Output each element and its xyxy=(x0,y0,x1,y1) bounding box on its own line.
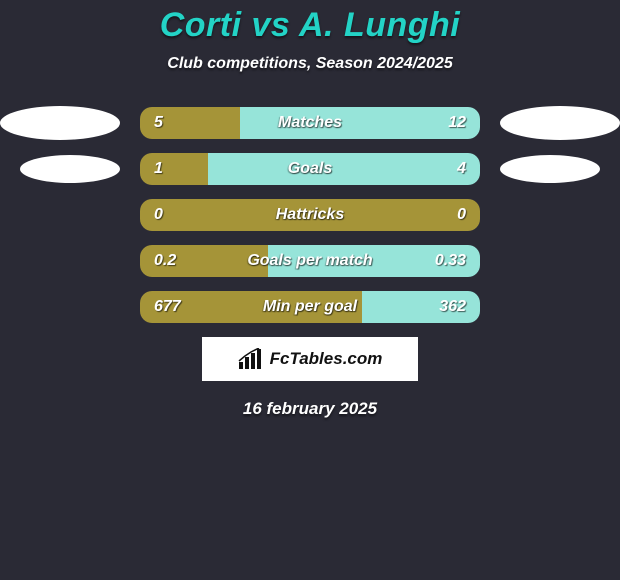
player-left-ellipse xyxy=(0,106,120,140)
brand-text: FcTables.com xyxy=(270,349,383,369)
stat-row: 00Hattricks xyxy=(0,199,620,231)
spacer xyxy=(0,307,120,308)
spacer xyxy=(0,261,120,262)
date-text: 16 february 2025 xyxy=(0,399,620,419)
comparison-infographic: Corti vs A. Lunghi Club competitions, Se… xyxy=(0,0,620,580)
brand-box: FcTables.com xyxy=(202,337,418,381)
stat-row: 512Matches xyxy=(0,107,620,139)
stat-bar: 512Matches xyxy=(140,107,480,139)
stat-label: Goals per match xyxy=(140,245,480,277)
stat-row: 677362Min per goal xyxy=(0,291,620,323)
player-left-ellipse xyxy=(20,155,120,183)
stat-label: Min per goal xyxy=(140,291,480,323)
stat-label: Hattricks xyxy=(140,199,480,231)
spacer xyxy=(500,307,620,308)
player-right-ellipse xyxy=(500,106,620,140)
stat-bar: 14Goals xyxy=(140,153,480,185)
bar-chart-icon xyxy=(238,348,264,370)
stat-row: 0.20.33Goals per match xyxy=(0,245,620,277)
page-title: Corti vs A. Lunghi xyxy=(0,0,620,45)
spacer xyxy=(500,261,620,262)
stat-label: Matches xyxy=(140,107,480,139)
stat-rows: 512Matches 14Goals 00Hattricks 0.20.33Goals… xyxy=(0,107,620,323)
stat-bar: 0.20.33Goals per match xyxy=(140,245,480,277)
stat-label: Goals xyxy=(140,153,480,185)
page-subtitle: Club competitions, Season 2024/2025 xyxy=(0,55,620,73)
stat-row: 14Goals xyxy=(0,153,620,185)
stat-bar: 677362Min per goal xyxy=(140,291,480,323)
player-right-ellipse xyxy=(500,155,600,183)
spacer xyxy=(500,215,620,216)
stat-bar: 00Hattricks xyxy=(140,199,480,231)
spacer xyxy=(0,215,120,216)
